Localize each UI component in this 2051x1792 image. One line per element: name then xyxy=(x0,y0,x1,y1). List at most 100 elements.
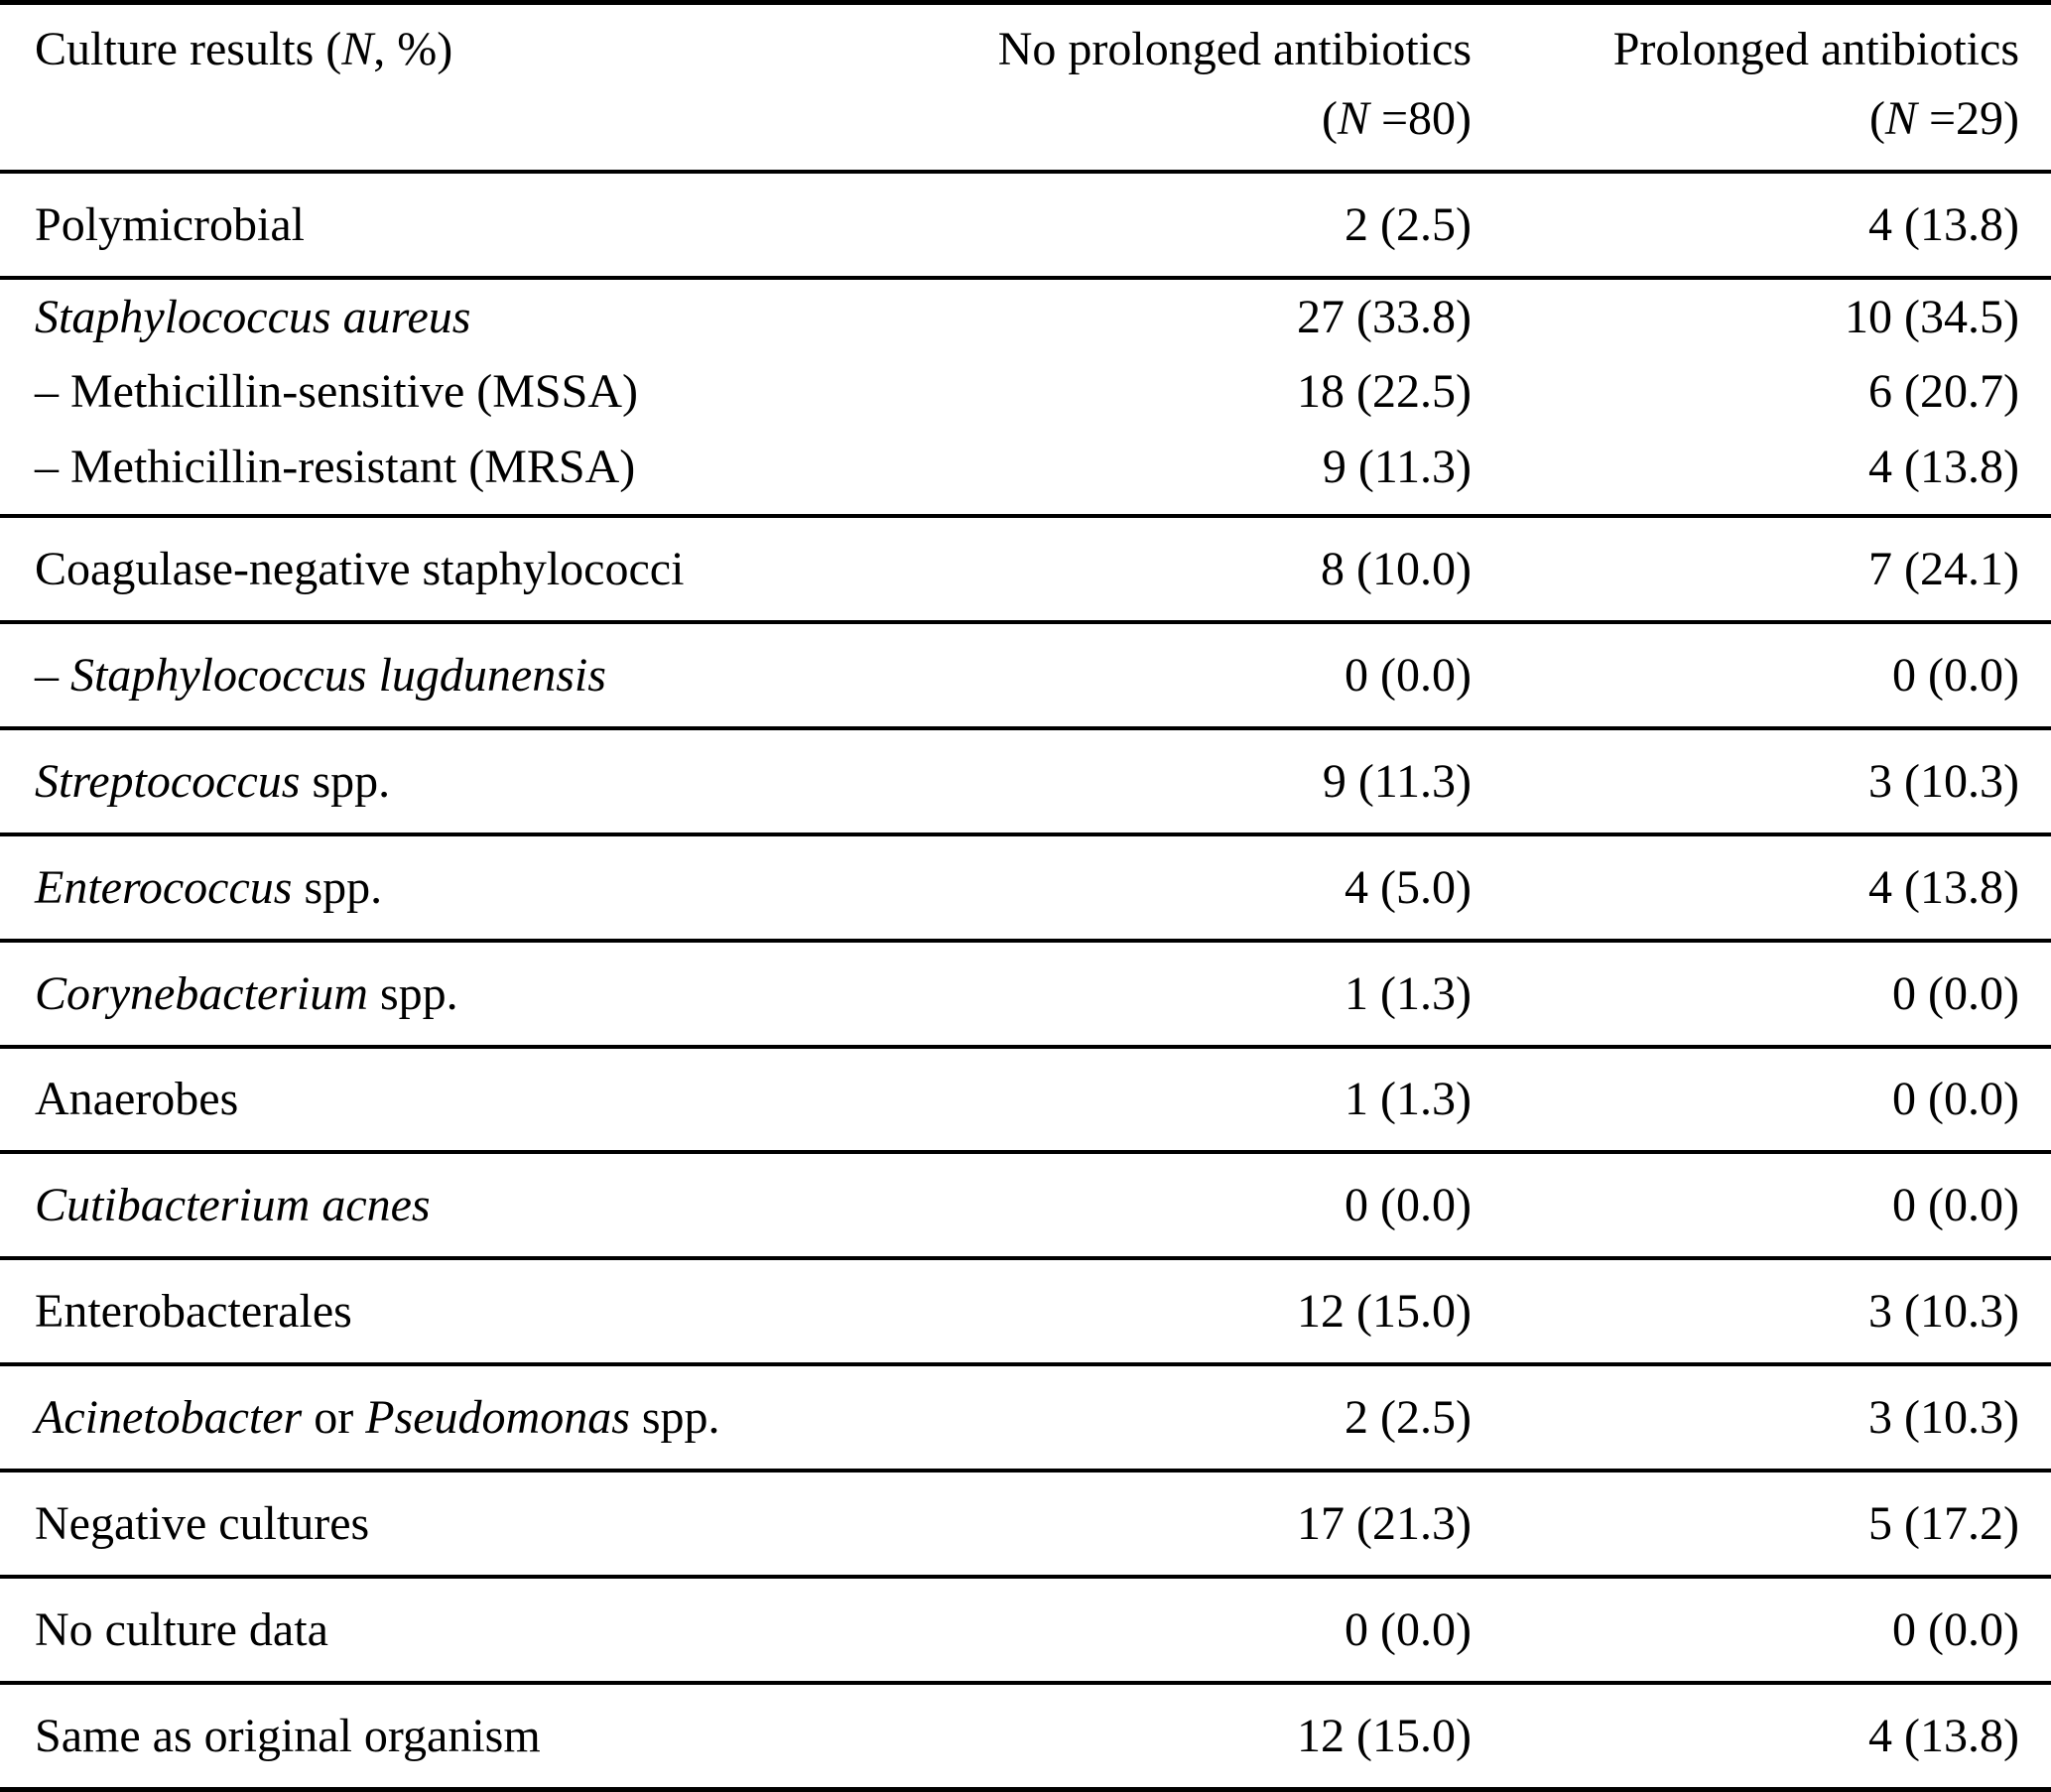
no-prolonged-value: 9 (11.3) xyxy=(1322,754,1472,808)
text: , %) xyxy=(373,23,453,75)
table-row: Acinetobacter or Pseudomonas spp. 2 (2.5)… xyxy=(0,1366,2051,1473)
prolonged-value: 3 (10.3) xyxy=(1868,1285,2019,1339)
row-label: Same as original organism xyxy=(35,1709,916,1763)
table-line: Enterococcus spp. 4 (5.0) 4 (13.8) xyxy=(0,836,2051,939)
row-label: Enterococcus spp. xyxy=(35,860,916,915)
row-label: Anaerobes xyxy=(35,1072,916,1126)
no-prolonged-value: 1 (1.3) xyxy=(1345,1073,1472,1126)
text: Enterobacterales xyxy=(35,1285,352,1339)
table-row: Cutibacterium acnes 0 (0.0) 0 (0.0) xyxy=(0,1154,2051,1261)
no-prolonged-value: 2 (2.5) xyxy=(1345,197,1472,251)
italic-text: Enterococcus xyxy=(35,860,293,914)
row-label: Polymicrobial xyxy=(35,197,916,252)
row-label: – Methicillin-sensitive (MSSA) xyxy=(35,364,916,419)
text: ( xyxy=(1868,92,1885,145)
text: Same as original organism xyxy=(35,1710,541,1763)
header-prolonged-n: (N =29) xyxy=(1472,84,2019,154)
no-prolonged-value: 18 (22.5) xyxy=(1297,365,1472,419)
table-row: Streptococcus spp. 9 (11.3) 3 (10.3) xyxy=(0,730,2051,836)
no-prolonged-value: 1 (1.3) xyxy=(1345,966,1472,1020)
text: spp. xyxy=(367,966,458,1020)
table-line: – Methicillin-sensitive (MSSA) 18 (22.5) 6… xyxy=(0,354,2051,429)
text: or xyxy=(302,1391,366,1445)
table-header-row: Culture results (N, %) No prolonged anti… xyxy=(0,5,2051,174)
table-row: Coagulase-negative staphylococci 8 (10.0)… xyxy=(0,518,2051,624)
row-label: Coagulase-negative staphylococci xyxy=(35,542,916,596)
table-line: Polymicrobial 2 (2.5) 4 (13.8) xyxy=(0,174,2051,276)
prolonged-value: 4 (13.8) xyxy=(1868,197,2019,251)
table-line: Same as original organism 12 (15.0) 4 (13.… xyxy=(0,1685,2051,1787)
table-line: Coagulase-negative staphylococci 8 (10.0)… xyxy=(0,518,2051,620)
text: Culture results ( xyxy=(35,23,342,75)
italic-text: Pseudomonas xyxy=(365,1391,630,1445)
prolonged-value: 6 (20.7) xyxy=(1868,365,2019,419)
table-line: Anaerobes 1 (1.3) 0 (0.0) xyxy=(0,1049,2051,1151)
table-line: – Staphylococcus lugdunensis 0 (0.0) 0 (0.… xyxy=(0,624,2051,726)
prolonged-value: 10 (34.5) xyxy=(1845,291,2019,344)
text: – xyxy=(35,648,70,702)
no-prolonged-value: 9 (11.3) xyxy=(1322,440,1472,493)
no-prolonged-value: 27 (33.8) xyxy=(1297,291,1472,344)
prolonged-value: 5 (17.2) xyxy=(1868,1497,2019,1551)
prolonged-value: 4 (13.8) xyxy=(1868,440,2019,493)
table-row: Enterococcus spp. 4 (5.0) 4 (13.8) xyxy=(0,836,2051,943)
italic-text: N xyxy=(1337,92,1369,145)
italic-text: Cutibacterium acnes xyxy=(35,1179,431,1232)
no-prolonged-value: 12 (15.0) xyxy=(1297,1285,1472,1339)
no-prolonged-value: 4 (5.0) xyxy=(1345,860,1472,914)
table-line: Corynebacterium spp. 1 (1.3) 0 (0.0) xyxy=(0,943,2051,1045)
header-no-prolonged-n: (N =80) xyxy=(916,84,1472,154)
table-row: Negative cultures 17 (21.3) 5 (17.2) xyxy=(0,1472,2051,1580)
table-row: No culture data 0 (0.0) 0 (0.0) xyxy=(0,1579,2051,1686)
table-line: Cutibacterium acnes 0 (0.0) 0 (0.0) xyxy=(0,1154,2051,1256)
table-line: Staphylococcus aureus 27 (33.8) 10 (34.5) xyxy=(0,280,2051,354)
text: No culture data xyxy=(35,1603,328,1657)
text: – Methicillin-resistant (MRSA) xyxy=(35,440,636,493)
italic-text: Acinetobacter xyxy=(35,1391,303,1445)
header-prolonged-antibiotics: Prolonged antibiotics (N =29) xyxy=(1472,15,2019,154)
row-label: Streptococcus spp. xyxy=(35,754,916,809)
prolonged-value: 0 (0.0) xyxy=(1892,648,2019,702)
text: Negative cultures xyxy=(35,1497,370,1551)
no-prolonged-value: 0 (0.0) xyxy=(1345,1603,1472,1657)
text: Polymicrobial xyxy=(35,197,305,251)
header-prolonged-line1: Prolonged antibiotics xyxy=(1612,23,2019,75)
table-row: Anaerobes 1 (1.3) 0 (0.0) xyxy=(0,1049,2051,1155)
row-label: Acinetobacter or Pseudomonas spp. xyxy=(35,1390,916,1445)
no-prolonged-value: 12 (15.0) xyxy=(1297,1710,1472,1763)
prolonged-value: 0 (0.0) xyxy=(1892,1073,2019,1126)
row-label: – Staphylococcus lugdunensis xyxy=(35,648,916,703)
table-row: Corynebacterium spp. 1 (1.3) 0 (0.0) xyxy=(0,943,2051,1049)
prolonged-value: 0 (0.0) xyxy=(1892,1603,2019,1657)
text: spp. xyxy=(292,860,383,914)
prolonged-value: 3 (10.3) xyxy=(1868,1391,2019,1445)
row-label: Negative cultures xyxy=(35,1496,916,1551)
text: spp. xyxy=(300,754,391,808)
italic-text: Staphylococcus lugdunensis xyxy=(70,648,606,702)
prolonged-value: 4 (13.8) xyxy=(1868,860,2019,914)
italic-text: Staphylococcus aureus xyxy=(35,291,471,344)
text: Coagulase-negative staphylococci xyxy=(35,542,685,595)
no-prolonged-value: 0 (0.0) xyxy=(1345,648,1472,702)
table-line: Acinetobacter or Pseudomonas spp. 2 (2.5)… xyxy=(0,1366,2051,1469)
header-culture-results: Culture results (N, %) xyxy=(35,15,916,84)
table-row: Enterobacterales 12 (15.0) 3 (10.3) xyxy=(0,1260,2051,1367)
italic-text: Corynebacterium xyxy=(35,966,368,1020)
text: Anaerobes xyxy=(35,1073,239,1126)
table-line: Negative cultures 17 (21.3) 5 (17.2) xyxy=(0,1472,2051,1575)
header-no-prolonged-line1: No prolonged antibiotics xyxy=(997,23,1472,75)
table-line: Enterobacterales 12 (15.0) 3 (10.3) xyxy=(0,1260,2051,1362)
table-line: No culture data 0 (0.0) 0 (0.0) xyxy=(0,1579,2051,1681)
prolonged-value: 3 (10.3) xyxy=(1868,754,2019,808)
text: ( xyxy=(1321,92,1338,145)
no-prolonged-value: 2 (2.5) xyxy=(1345,1391,1472,1445)
text: spp. xyxy=(629,1391,720,1445)
table-row: Same as original organism 12 (15.0) 4 (13.… xyxy=(0,1685,2051,1787)
italic-text: N xyxy=(1884,92,1917,145)
prolonged-value: 4 (13.8) xyxy=(1868,1710,2019,1763)
table-line: – Methicillin-resistant (MRSA) 9 (11.3) 4 … xyxy=(0,430,2051,504)
prolonged-value: 0 (0.0) xyxy=(1892,966,2019,1020)
no-prolonged-value: 0 (0.0) xyxy=(1345,1179,1472,1232)
row-label: Staphylococcus aureus xyxy=(35,290,916,344)
